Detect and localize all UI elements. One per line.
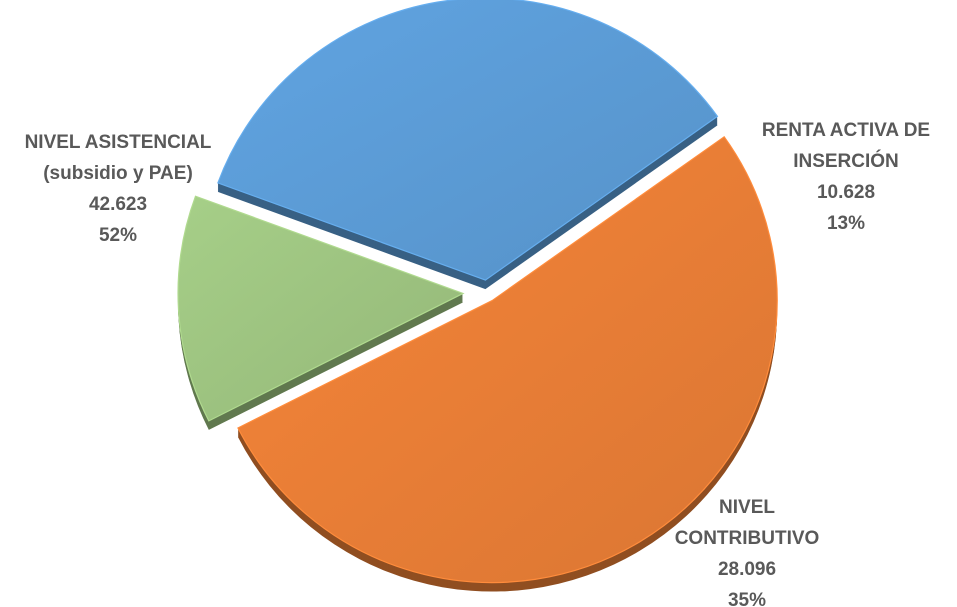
pie-slice-1 <box>177 195 465 422</box>
slice-label-line-0: RENTA ACTIVA DE <box>762 120 930 141</box>
slice-label-line-1: CONTRIBUTIVO <box>675 528 820 549</box>
slice-value-label: 42.623 <box>89 194 147 215</box>
slice-label-group-2: NIVEL CONTRIBUTIVO 28.096 35% <box>675 497 820 607</box>
slice-label-group-0: NIVEL ASISTENCIAL (subsidio y PAE) 42.623 5… <box>25 132 212 246</box>
slice-percent-label: 35% <box>728 590 766 607</box>
slice-value-label: 10.628 <box>817 182 875 203</box>
slice-percent-label: 13% <box>827 213 865 234</box>
slice-label-line-1: INSERCIÓN <box>793 150 899 172</box>
pie-slice-2 <box>217 0 719 281</box>
pie-slice-0 <box>237 135 778 584</box>
slice-label-line-1: (subsidio y PAE) <box>43 163 193 184</box>
slice-label-line-0: NIVEL ASISTENCIAL <box>25 132 212 153</box>
slice-value-label: 28.096 <box>718 559 776 580</box>
slice-label-line-0: NIVEL <box>719 497 775 518</box>
pie-slices <box>177 0 778 592</box>
pie-labels: NIVEL ASISTENCIAL (subsidio y PAE) 42.623 5… <box>25 120 931 607</box>
slice-label-group-1: RENTA ACTIVA DE INSERCIÓN 10.628 13% <box>762 120 930 234</box>
slice-percent-label: 52% <box>99 225 137 246</box>
